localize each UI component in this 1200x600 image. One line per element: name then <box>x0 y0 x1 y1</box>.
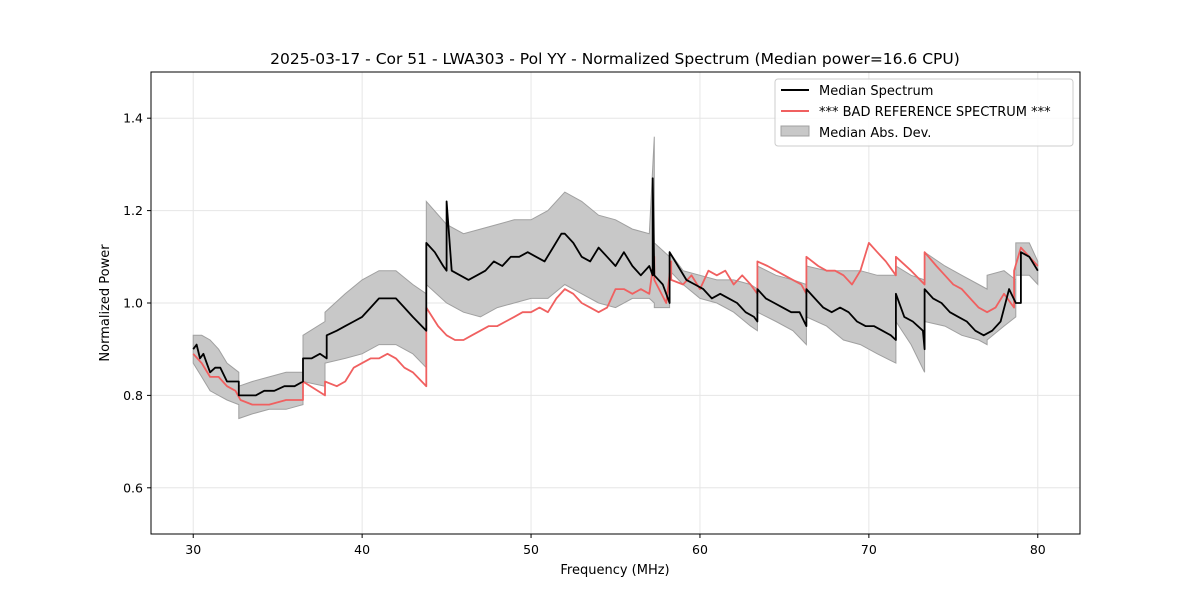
y-tick-label: 0.6 <box>123 480 143 495</box>
legend-label-median: Median Spectrum <box>819 84 933 99</box>
y-axis-label: Normalized Power <box>98 244 113 362</box>
legend-label-reference: *** BAD REFERENCE SPECTRUM *** <box>819 105 1051 120</box>
y-axis-ticks: 0.6 0.8 1.0 1.2 1.4 <box>123 111 151 495</box>
median-series-layer <box>192 177 1039 397</box>
reference-series-layer <box>192 241 1039 406</box>
x-axis-label: Frequency (MHz) <box>560 563 669 578</box>
chart-title: 2025-03-17 - Cor 51 - LWA303 - Pol YY - … <box>270 50 960 68</box>
x-tick-label: 80 <box>1030 542 1046 557</box>
legend-label-mad: Median Abs. Dev. <box>819 126 931 141</box>
mad-band-layer <box>192 136 1039 420</box>
y-tick-label: 1.4 <box>123 111 143 126</box>
x-tick-label: 70 <box>861 542 877 557</box>
x-tick-label: 40 <box>354 542 370 557</box>
mad-band <box>192 136 1039 420</box>
y-tick-label: 1.0 <box>123 296 143 311</box>
x-tick-label: 30 <box>185 542 201 557</box>
x-axis-ticks: 30 40 50 60 70 80 <box>185 534 1046 557</box>
y-tick-label: 1.2 <box>123 203 143 218</box>
x-tick-label: 60 <box>692 542 708 557</box>
y-tick-label: 0.8 <box>123 388 143 403</box>
legend: Median Spectrum *** BAD REFERENCE SPECTR… <box>774 78 1074 147</box>
legend-box <box>774 78 1074 147</box>
x-tick-label: 50 <box>523 542 539 557</box>
median-spectrum-line <box>192 177 1039 397</box>
legend-swatch-mad <box>780 125 810 137</box>
reference-spectrum-line <box>192 241 1039 406</box>
